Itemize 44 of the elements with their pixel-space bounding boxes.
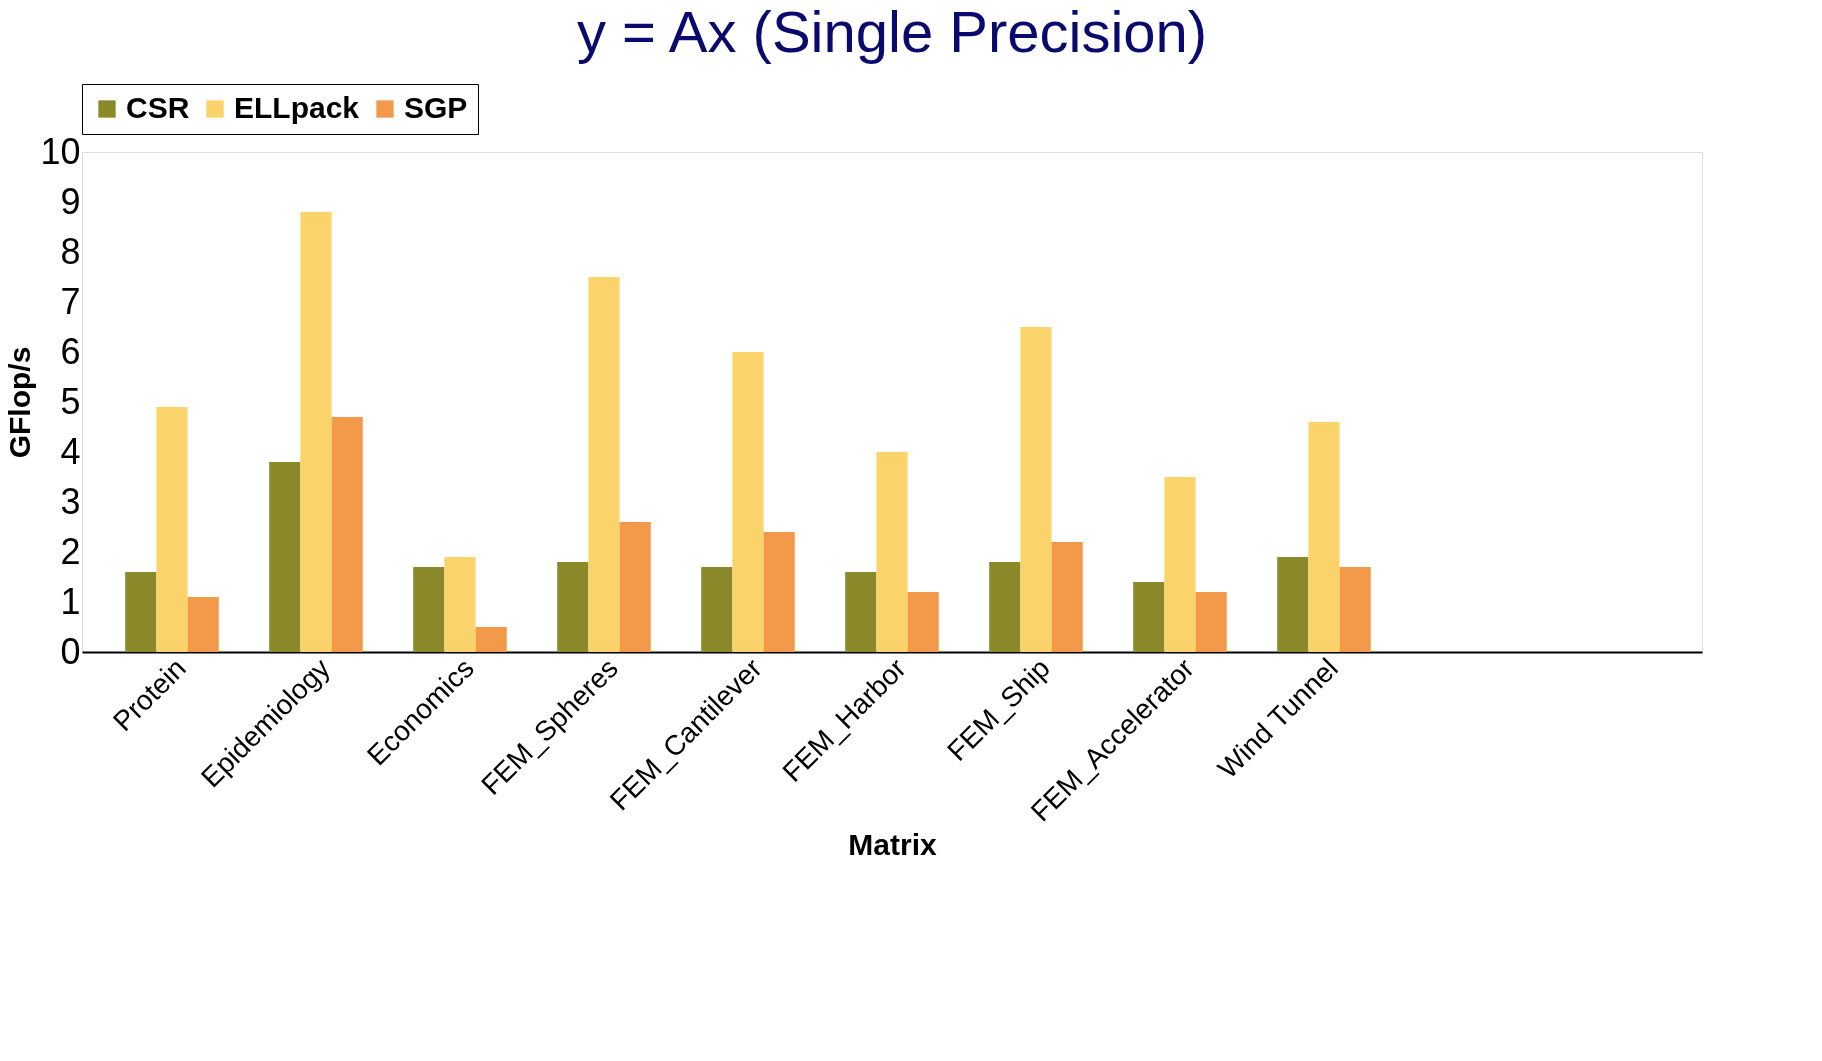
bar [557,562,589,652]
bar [1133,582,1165,652]
y-tick-label: 5 [60,380,81,422]
bar [125,572,157,652]
bar [413,567,445,652]
bar [588,277,620,652]
y-axis-title: GFlop/s [3,346,37,459]
y-tick-label: 1 [60,580,81,622]
y-tick-label: 7 [60,280,81,322]
bar [331,417,363,652]
bar [444,557,476,652]
bar [845,572,877,652]
legend-label: SGP [404,91,468,124]
bar [989,562,1021,652]
bar [907,592,939,652]
bar [701,567,733,652]
legend-label: CSR [126,91,190,124]
bar [269,462,301,652]
bar [1195,592,1227,652]
bar [475,627,507,652]
y-tick-label: 4 [60,430,81,472]
x-axis-title: Matrix [848,828,937,862]
bar [1339,567,1371,652]
bar [619,522,651,652]
bar [187,597,219,652]
y-tick-label: 9 [60,180,81,222]
y-tick-label: 2 [60,530,81,572]
y-tick-label: 3 [60,480,81,522]
y-tick-label: 0 [60,630,81,672]
bar [1164,477,1196,652]
bar [763,532,795,652]
bar [1051,542,1083,652]
bar [876,452,908,652]
y-tick-label: 8 [60,230,81,272]
bar [1308,422,1340,652]
bar [1020,327,1052,652]
y-tick-label: 10 [40,130,81,172]
chart-title: y = Ax (Single Precision) [576,0,1208,64]
y-tick-label: 6 [60,330,81,372]
legend-label: ELLpack [234,91,360,124]
bar [156,407,188,652]
bar [1277,557,1309,652]
bar [300,212,332,652]
bar [732,352,764,652]
